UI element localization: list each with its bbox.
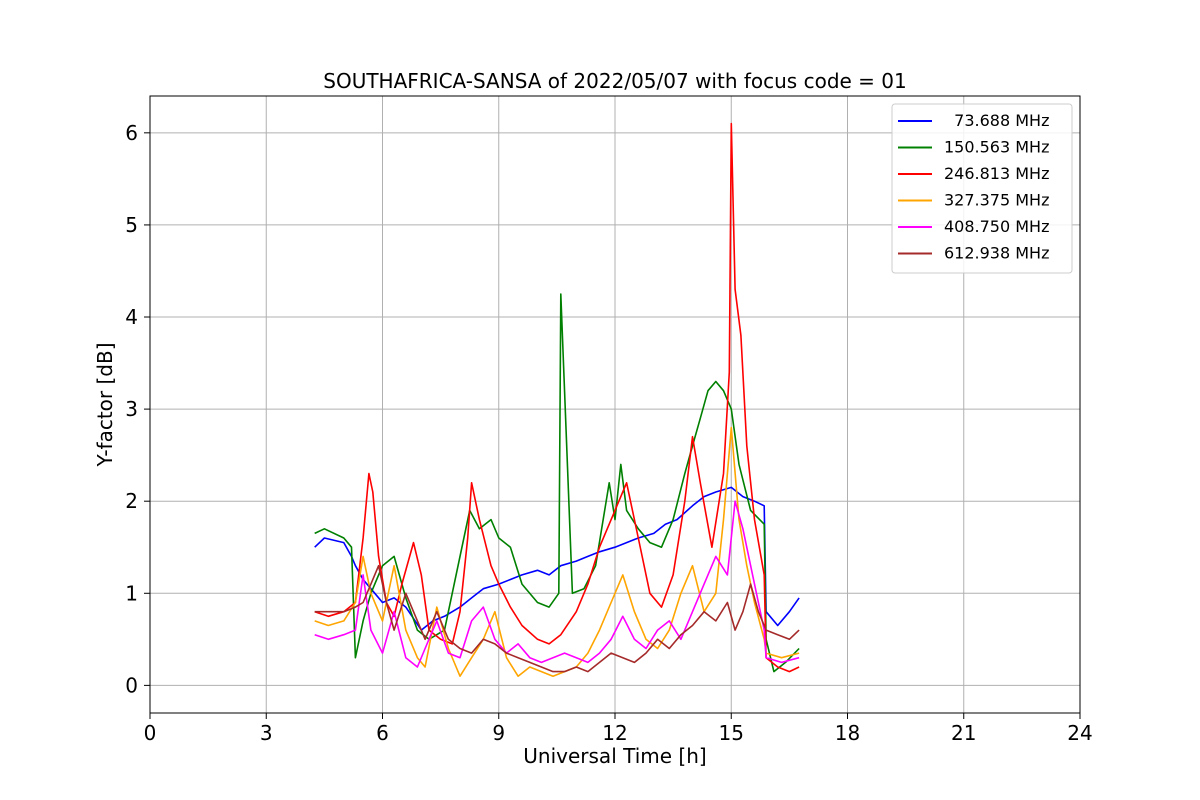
- legend-label-4: 408.750 MHz: [944, 217, 1049, 236]
- x-tick-label: 18: [835, 721, 860, 745]
- series-line-5: [314, 564, 800, 673]
- legend-label-2: 246.813 MHz: [944, 164, 1049, 183]
- y-tick-label: 3: [125, 397, 138, 421]
- chart-title: SOUTHAFRICA-SANSA of 2022/05/07 with foc…: [323, 69, 907, 93]
- legend-label-5: 612.938 MHz: [944, 244, 1049, 263]
- series-line-1: [314, 293, 800, 673]
- x-tick-label: 12: [602, 721, 627, 745]
- y-tick-label: 4: [125, 305, 138, 329]
- x-tick-label: 6: [376, 721, 389, 745]
- series-line-0: [314, 486, 800, 631]
- legend-label-1: 150.563 MHz: [944, 138, 1049, 157]
- x-tick-label: 3: [260, 721, 273, 745]
- series-lines: [314, 122, 800, 677]
- legend: 73.688 MHz 150.563 MHz 246.813 MHz 327.375 …: [891, 103, 1073, 274]
- series-line-2: [314, 122, 800, 673]
- x-tick-label: 9: [492, 721, 505, 745]
- y-tick-label: 2: [125, 489, 138, 513]
- x-tick-label: 0: [144, 721, 157, 745]
- x-axis-label: Universal Time [h]: [523, 744, 706, 768]
- y-tick-label: 5: [125, 213, 138, 237]
- legend-label-3: 327.375 MHz: [944, 191, 1049, 210]
- x-tick-label: 21: [951, 721, 976, 745]
- x-tick-label: 24: [1067, 721, 1092, 745]
- legend-box: [891, 103, 1073, 274]
- x-tick-label: 15: [719, 721, 744, 745]
- legend-label-0: 73.688 MHz: [944, 111, 1049, 130]
- y-axis-label: Y-factor [dB]: [93, 342, 117, 467]
- y-tick-label: 6: [125, 121, 138, 145]
- series-line-4: [314, 500, 800, 668]
- y-tick-label: 1: [125, 581, 138, 605]
- y-tick-label: 0: [125, 673, 138, 697]
